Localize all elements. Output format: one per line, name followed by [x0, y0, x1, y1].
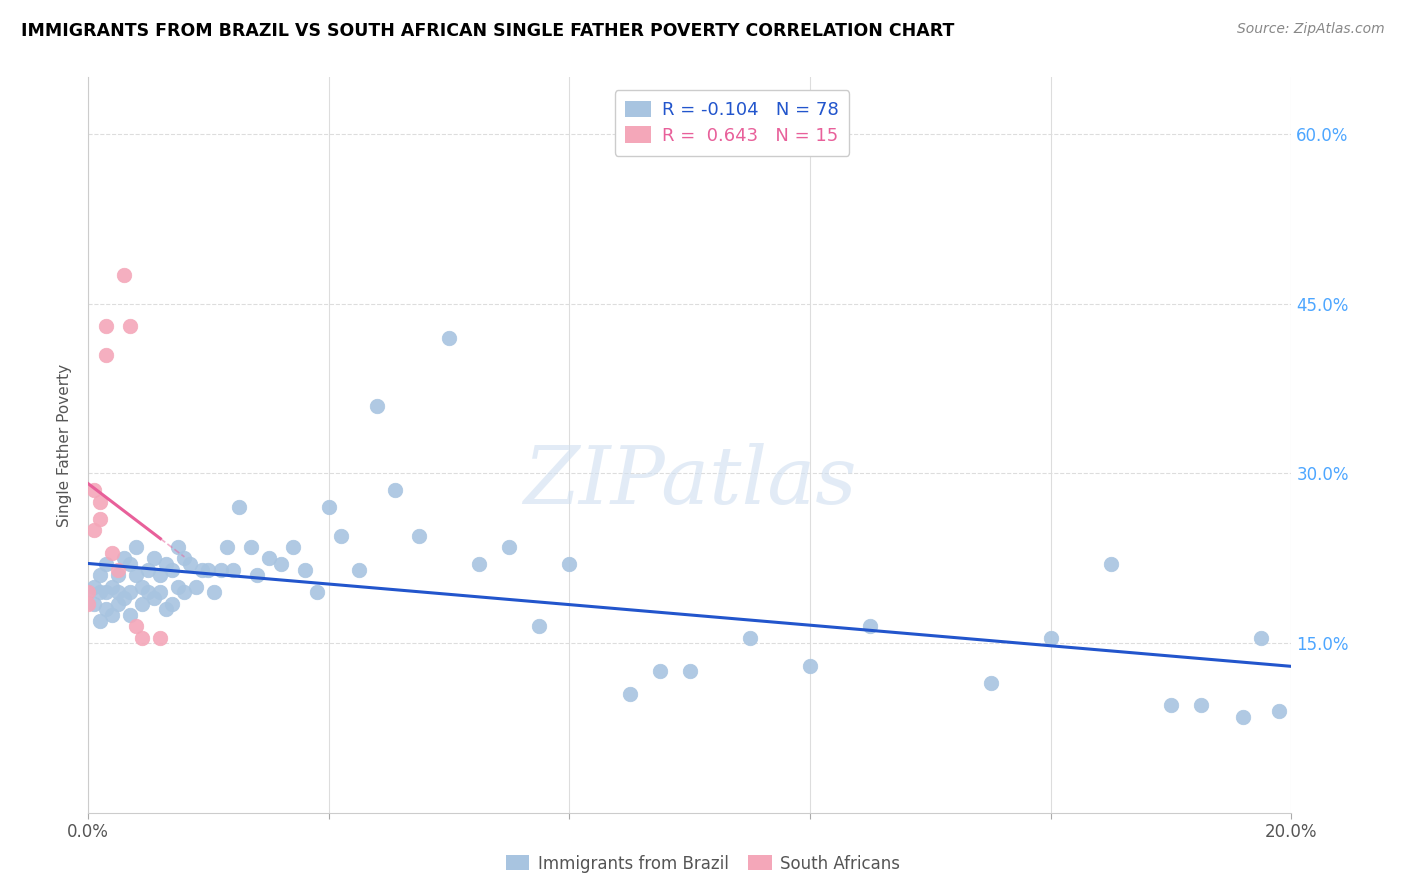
- Point: [173, 585, 195, 599]
- Point: [96, 602, 118, 616]
- Point: [162, 597, 184, 611]
- Point: [197, 563, 219, 577]
- Point: [558, 557, 581, 571]
- Point: [120, 557, 142, 571]
- Point: [77, 585, 100, 599]
- Point: [77, 597, 100, 611]
- Point: [980, 675, 1002, 690]
- Point: [1250, 631, 1272, 645]
- Point: [83, 597, 105, 611]
- Point: [679, 665, 702, 679]
- Point: [96, 585, 118, 599]
- Point: [239, 540, 262, 554]
- Point: [1268, 704, 1291, 718]
- Point: [101, 607, 124, 622]
- Point: [125, 619, 148, 633]
- Point: [149, 631, 172, 645]
- Point: [738, 631, 761, 645]
- Point: [120, 585, 142, 599]
- Point: [270, 557, 292, 571]
- Point: [281, 540, 304, 554]
- Point: [1232, 710, 1254, 724]
- Point: [96, 348, 118, 362]
- Point: [107, 597, 129, 611]
- Point: [125, 568, 148, 582]
- Legend: Immigrants from Brazil, South Africans: Immigrants from Brazil, South Africans: [499, 848, 907, 880]
- Y-axis label: Single Father Poverty: Single Father Poverty: [58, 364, 72, 527]
- Point: [96, 557, 118, 571]
- Point: [294, 563, 316, 577]
- Point: [167, 580, 190, 594]
- Point: [96, 319, 118, 334]
- Point: [859, 619, 882, 633]
- Point: [136, 563, 159, 577]
- Point: [619, 687, 641, 701]
- Point: [221, 563, 243, 577]
- Point: [155, 557, 177, 571]
- Point: [149, 585, 172, 599]
- Point: [799, 658, 821, 673]
- Text: Source: ZipAtlas.com: Source: ZipAtlas.com: [1237, 22, 1385, 37]
- Point: [131, 631, 153, 645]
- Point: [384, 483, 406, 498]
- Point: [191, 563, 214, 577]
- Point: [77, 585, 100, 599]
- Point: [89, 614, 111, 628]
- Point: [112, 591, 135, 605]
- Point: [329, 529, 352, 543]
- Point: [1189, 698, 1212, 713]
- Point: [173, 551, 195, 566]
- Point: [107, 568, 129, 582]
- Point: [89, 585, 111, 599]
- Point: [101, 580, 124, 594]
- Point: [366, 399, 388, 413]
- Legend: R = -0.104   N = 78, R =  0.643   N = 15: R = -0.104 N = 78, R = 0.643 N = 15: [614, 90, 849, 155]
- Point: [120, 319, 142, 334]
- Point: [215, 540, 238, 554]
- Point: [89, 568, 111, 582]
- Point: [305, 585, 328, 599]
- Point: [107, 563, 129, 577]
- Text: ZIPatlas: ZIPatlas: [523, 443, 856, 521]
- Point: [1039, 631, 1062, 645]
- Point: [1160, 698, 1182, 713]
- Point: [204, 585, 226, 599]
- Point: [162, 563, 184, 577]
- Point: [437, 331, 460, 345]
- Point: [529, 619, 551, 633]
- Point: [83, 483, 105, 498]
- Point: [498, 540, 520, 554]
- Point: [143, 591, 166, 605]
- Point: [112, 551, 135, 566]
- Text: IMMIGRANTS FROM BRAZIL VS SOUTH AFRICAN SINGLE FATHER POVERTY CORRELATION CHART: IMMIGRANTS FROM BRAZIL VS SOUTH AFRICAN …: [21, 22, 955, 40]
- Point: [89, 494, 111, 508]
- Point: [136, 585, 159, 599]
- Point: [131, 597, 153, 611]
- Point: [186, 580, 208, 594]
- Point: [120, 607, 142, 622]
- Point: [209, 563, 232, 577]
- Point: [257, 551, 280, 566]
- Point: [149, 568, 172, 582]
- Point: [107, 585, 129, 599]
- Point: [83, 580, 105, 594]
- Point: [347, 563, 370, 577]
- Point: [648, 665, 671, 679]
- Point: [228, 500, 250, 515]
- Point: [125, 540, 148, 554]
- Point: [131, 580, 153, 594]
- Point: [143, 551, 166, 566]
- Point: [101, 546, 124, 560]
- Point: [89, 512, 111, 526]
- Point: [112, 268, 135, 283]
- Point: [468, 557, 491, 571]
- Point: [179, 557, 201, 571]
- Point: [318, 500, 340, 515]
- Point: [246, 568, 269, 582]
- Point: [167, 540, 190, 554]
- Point: [1099, 557, 1122, 571]
- Point: [408, 529, 430, 543]
- Point: [155, 602, 177, 616]
- Point: [83, 523, 105, 537]
